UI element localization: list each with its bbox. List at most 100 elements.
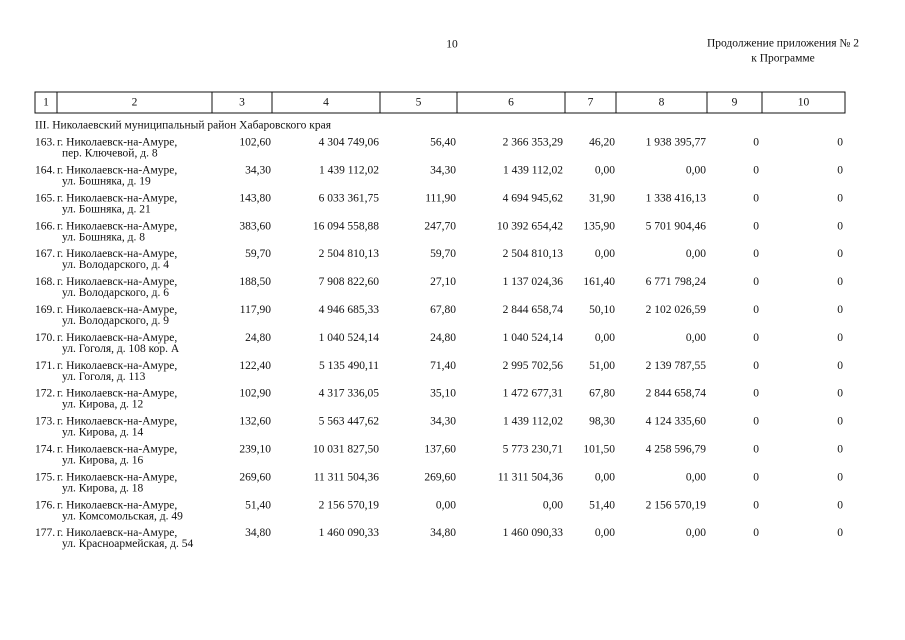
cell-value: 4 124 335,60 <box>646 416 707 428</box>
row-number: 165. <box>35 192 55 204</box>
cell-value: 0 <box>837 304 843 316</box>
cell-value: 1 439 112,02 <box>319 165 379 177</box>
cell-value: 0 <box>753 165 759 177</box>
cell-value: 1 338 416,13 <box>646 192 707 204</box>
address-line: ул. Гоголя, д. 113 <box>62 371 146 383</box>
cell-value: 269,60 <box>239 471 271 483</box>
address-line: ул. Гоголя, д. 108 кор. А <box>62 343 180 355</box>
column-header: 8 <box>659 97 665 109</box>
cell-value: 0 <box>837 137 843 149</box>
cell-value: 46,20 <box>589 137 615 149</box>
column-header: 2 <box>132 97 138 109</box>
cell-value: 0 <box>753 499 759 511</box>
cell-value: 4 304 749,06 <box>319 137 380 149</box>
address-line: ул. Бошняка, д. 8 <box>62 231 145 243</box>
cell-value: 24,80 <box>245 332 271 344</box>
address-line: г. Николаевск-на-Амуре, <box>57 360 177 372</box>
column-header: 4 <box>323 97 329 109</box>
column-header: 6 <box>508 97 514 109</box>
row-number: 173. <box>35 416 55 428</box>
cell-value: 4 317 336,05 <box>319 388 380 400</box>
cell-value: 111,90 <box>425 192 456 204</box>
cell-value: 35,10 <box>430 388 456 400</box>
cell-value: 51,40 <box>245 499 271 511</box>
cell-value: 0 <box>837 192 843 204</box>
cell-value: 4 946 685,33 <box>319 304 380 316</box>
cell-value: 2 844 658,74 <box>646 388 707 400</box>
cell-value: 0 <box>837 165 843 177</box>
address-line: ул. Кирова, д. 12 <box>62 399 144 411</box>
cell-value: 59,70 <box>245 248 271 260</box>
cell-value: 117,90 <box>240 304 271 316</box>
cell-value: 51,00 <box>589 360 615 372</box>
cell-value: 0 <box>837 276 843 288</box>
cell-value: 4 694 945,62 <box>503 192 564 204</box>
address-line: ул. Кирова, д. 14 <box>62 427 144 439</box>
row-number: 163. <box>35 137 55 149</box>
cell-value: 27,10 <box>430 276 456 288</box>
cell-value: 161,40 <box>583 276 615 288</box>
cell-value: 2 156 570,19 <box>319 499 380 511</box>
cell-value: 383,60 <box>239 220 271 232</box>
cell-value: 0 <box>753 471 759 483</box>
cell-value: 10 392 654,42 <box>497 220 563 232</box>
appendix-note: Продолжение приложения № 2 <box>707 38 859 50</box>
cell-value: 132,60 <box>239 416 271 428</box>
address-line: г. Николаевск-на-Амуре, <box>57 471 177 483</box>
cell-value: 1 439 112,02 <box>503 416 563 428</box>
address-line: ул. Бошняка, д. 19 <box>62 176 151 188</box>
cell-value: 2 995 702,56 <box>503 360 564 372</box>
row-number: 175. <box>35 471 55 483</box>
cell-value: 34,30 <box>430 165 456 177</box>
cell-value: 1 938 395,77 <box>646 137 707 149</box>
row-number: 171. <box>35 360 55 372</box>
address-line: г. Николаевск-на-Амуре, <box>57 165 177 177</box>
cell-value: 135,90 <box>583 220 615 232</box>
cell-value: 1 040 524,14 <box>503 332 564 344</box>
cell-value: 0 <box>837 360 843 372</box>
cell-value: 0 <box>753 527 759 539</box>
cell-value: 0,00 <box>595 471 615 483</box>
cell-value: 50,10 <box>589 304 615 316</box>
address-line: ул. Комсомольская, д. 49 <box>62 510 183 522</box>
cell-value: 0,00 <box>543 499 563 511</box>
address-line: ул. Кирова, д. 18 <box>62 482 144 494</box>
cell-value: 5 773 230,71 <box>503 444 564 456</box>
cell-value: 239,10 <box>239 444 271 456</box>
cell-value: 16 094 558,88 <box>313 220 379 232</box>
cell-value: 0 <box>753 137 759 149</box>
cell-value: 269,60 <box>424 471 456 483</box>
row-number: 167. <box>35 248 55 260</box>
cell-value: 6 033 361,75 <box>319 192 380 204</box>
cell-value: 2 844 658,74 <box>503 304 564 316</box>
address-line: г. Николаевск-на-Амуре, <box>57 416 177 428</box>
address-line: г. Николаевск-на-Амуре, <box>57 137 177 149</box>
address-line: г. Николаевск-на-Амуре, <box>57 304 177 316</box>
cell-value: 98,30 <box>589 416 615 428</box>
cell-value: 67,80 <box>430 304 456 316</box>
cell-value: 0 <box>753 360 759 372</box>
cell-value: 5 701 904,46 <box>646 220 707 232</box>
header-row-box <box>34 91 846 114</box>
address-line: г. Николаевск-на-Амуре, <box>57 527 177 539</box>
cell-value: 0 <box>837 388 843 400</box>
cell-value: 122,40 <box>239 360 271 372</box>
cell-value: 0,00 <box>436 499 456 511</box>
row-number: 177. <box>35 527 55 539</box>
row-number: 166. <box>35 220 55 232</box>
cell-value: 6 771 798,24 <box>646 276 707 288</box>
cell-value: 31,90 <box>589 192 615 204</box>
cell-value: 0 <box>753 192 759 204</box>
cell-value: 2 156 570,19 <box>646 499 707 511</box>
cell-value: 0,00 <box>686 471 706 483</box>
cell-value: 1 439 112,02 <box>503 165 563 177</box>
address-line: г. Николаевск-на-Амуре, <box>57 248 177 260</box>
cell-value: 137,60 <box>424 444 456 456</box>
cell-value: 7 908 822,60 <box>319 276 380 288</box>
cell-value: 0,00 <box>595 248 615 260</box>
cell-value: 102,90 <box>239 388 271 400</box>
column-header: 7 <box>588 97 594 109</box>
section-title: III. Николаевский муниципальный район Ха… <box>35 120 332 132</box>
address-line: г. Николаевск-на-Амуре, <box>57 332 177 344</box>
